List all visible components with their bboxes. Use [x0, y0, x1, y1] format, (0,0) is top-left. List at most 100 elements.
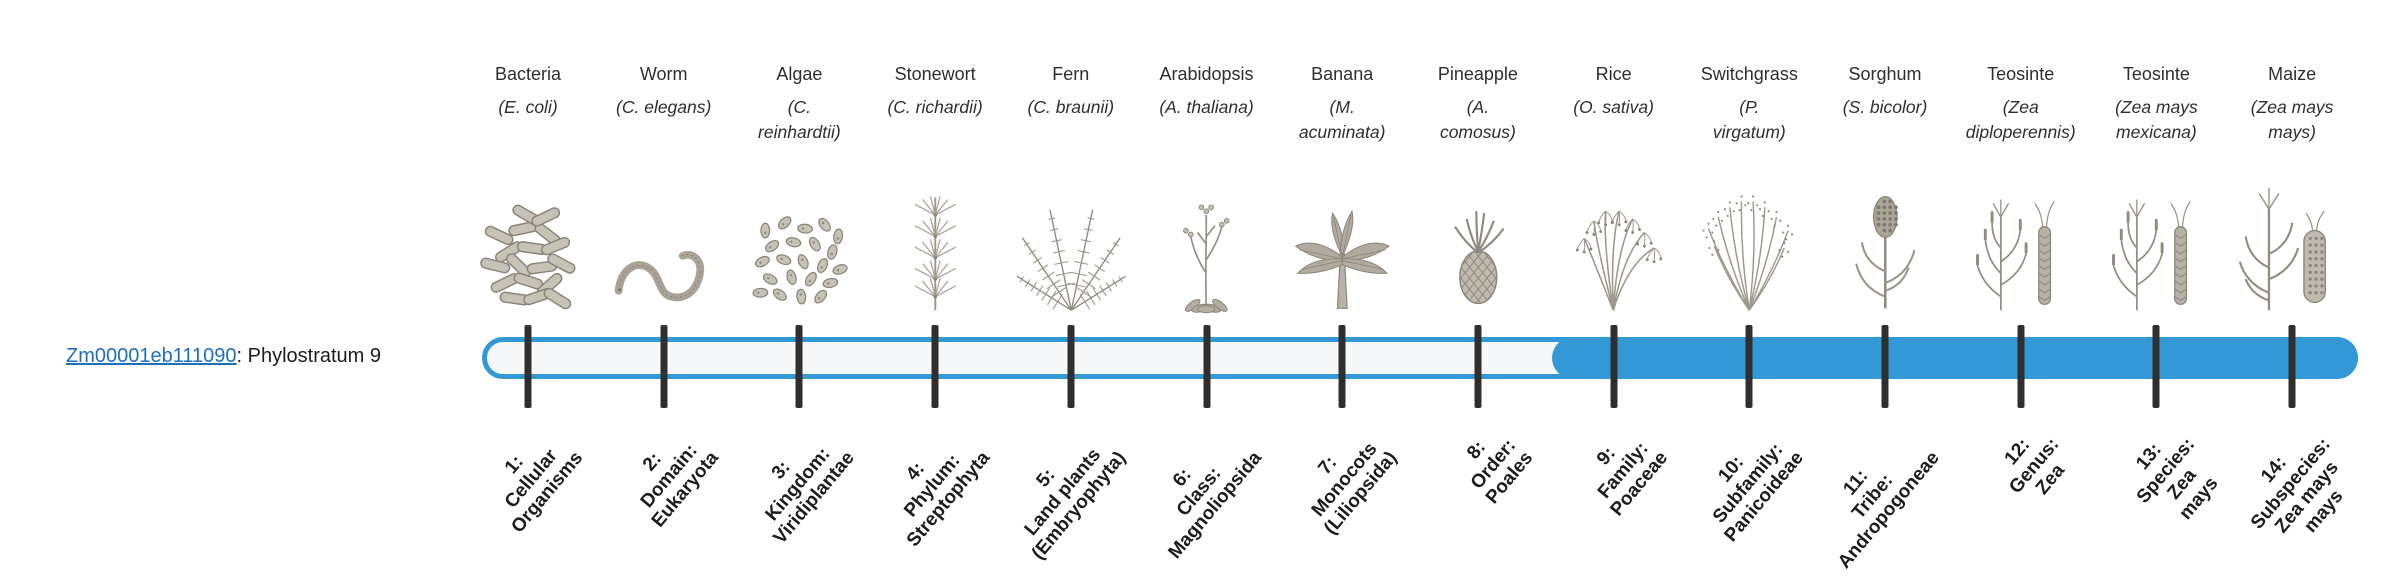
- organism-illustration: [1267, 176, 1417, 318]
- organism-common-name: Fern: [1052, 64, 1090, 84]
- timeline-bar-fill: [1552, 337, 2358, 379]
- stratum-label: 11: Tribe: Andropogoneae: [1801, 420, 1944, 573]
- stratum-label-line: Poaceae: [1606, 447, 1673, 521]
- stratum-label: 3: Kingdom: Viridiplantae: [736, 420, 859, 549]
- stratum-label-anchor: 12: Genus: Zea: [1771, 420, 2069, 499]
- stratum-label-anchor: 6: Class: Magnoliopsida: [957, 420, 1266, 563]
- organism-scientific-name: (A. thaliana): [1159, 97, 1254, 117]
- teosinte-icon: [1976, 199, 2056, 311]
- stratum-label-anchor: 4: Phylum: Streptophyta: [685, 420, 994, 551]
- stratum-label-line: 13:: [2132, 439, 2167, 474]
- stratum-label-anchor: 3: Kingdom: Viridiplantae: [549, 420, 859, 548]
- stratum-label-anchor: 8: Order: Poales: [1228, 420, 1537, 508]
- sorghum-icon: [1854, 195, 1916, 309]
- organism-column: Switchgrass (P. virgatum): [1674, 0, 1824, 320]
- organism-column: Banana (M. acuminata): [1267, 0, 1417, 320]
- stratum-label: 10: Subfamily: Panicoideae: [1688, 420, 1809, 546]
- tick-mark: [931, 325, 939, 408]
- stratum-label-line: Viridiplantae: [769, 447, 859, 549]
- stratum-label-line: Eukaryota: [647, 447, 723, 532]
- tick-mark: [1338, 325, 1346, 408]
- organism-illustration: [996, 176, 1146, 318]
- organism-column: Arabidopsis (A. thaliana): [1132, 0, 1282, 320]
- organism-scientific-name: (C. richardii): [887, 97, 983, 117]
- stratum-label-line: Order:: [1466, 435, 1520, 494]
- organism-common-name: Teosinte: [1987, 64, 2055, 84]
- stratum-label-anchor: 14: Subspecies: Zea mays mays: [2042, 420, 2348, 537]
- organism-column: Worm (C. elegans): [589, 0, 739, 320]
- stratum-label-line: Andropogoneae: [1834, 447, 1945, 573]
- organism-scientific-name: (C. elegans): [616, 97, 712, 117]
- stratum-label-line: 14:: [2257, 452, 2292, 487]
- organism-common-name: Arabidopsis: [1159, 64, 1254, 84]
- tick-mark: [1881, 325, 1889, 408]
- stratum-label: 12: Genus: Zea: [1989, 420, 2080, 512]
- stratum-label-line: 8:: [1462, 436, 1490, 464]
- tick-mark: [1745, 325, 1753, 408]
- stratum-label-line: 3:: [767, 457, 795, 484]
- stratum-label-line: 2:: [638, 448, 666, 476]
- organism-illustration: [1674, 176, 1824, 318]
- stratum-label-line: Subspecies:: [2246, 433, 2335, 534]
- organism-scientific-name: (S. bicolor): [1842, 97, 1928, 117]
- organism-illustration: [2217, 176, 2367, 318]
- stratum-label-line: Zea: [2032, 460, 2070, 499]
- tick-mark: [1610, 325, 1618, 408]
- organism-common-name: Teosinte: [2122, 64, 2190, 84]
- maize-icon: [2238, 187, 2326, 311]
- organism-column: Maize (Zea mays mays): [2217, 0, 2367, 320]
- stratum-label-anchor: 5: Land plants (Embryophyta): [821, 420, 1130, 564]
- organism-scientific-name: (O. sativa): [1573, 97, 1654, 117]
- stratum-label: 14: Subspecies: Zea mays mays: [2230, 420, 2368, 561]
- stratum-label: 7: Monocots (Liliopsida): [1287, 420, 1402, 539]
- stratum-label-line: Subfamily:: [1708, 439, 1788, 527]
- organism-illustration: [1810, 176, 1960, 318]
- organism-illustration: [724, 176, 874, 318]
- arabidopsis-icon: [1183, 204, 1230, 314]
- organism-common-name: Pineapple: [1437, 64, 1518, 84]
- tick-mark: [2288, 325, 2296, 408]
- organism-column: Teosinte (Zea diploperennis): [1946, 0, 2096, 320]
- organism-scientific-name: (C. braunii): [1027, 97, 1115, 117]
- stratum-label-anchor: 10: Subfamily: Panicoideae: [1499, 420, 1808, 546]
- organism-common-name: Rice: [1595, 64, 1632, 84]
- organism-common-name: Worm: [639, 64, 688, 84]
- stratum-label-line: mays: [2175, 472, 2223, 524]
- stratum-label: 13: Species: Zea mays: [2116, 420, 2232, 535]
- gene-label: Zm00001eb111090: Phylostratum 9: [66, 345, 381, 368]
- organism-scientific-name: (A. comosus): [1439, 97, 1516, 142]
- stratum-label-line: (Liliopsida): [1319, 447, 1402, 539]
- organism-illustration: [453, 176, 603, 318]
- banana-icon: [1294, 209, 1390, 309]
- gene-link[interactable]: Zm00001eb111090: [66, 345, 237, 367]
- organism-scientific-name: (M. acuminata): [1298, 97, 1386, 142]
- stratum-label-anchor: 2: Domain: Eukaryota: [414, 420, 723, 532]
- tick-mark: [1474, 325, 1482, 408]
- stratum-label-line: Magnoliopsida: [1163, 447, 1266, 564]
- organism-column: Stonewort (C. richardii): [860, 0, 1010, 320]
- stratum-label-anchor: 7: Monocots (Liliopsida): [1092, 420, 1401, 538]
- stratum-label-line: Tribe:: [1848, 469, 1898, 523]
- organism-scientific-name: (Zea mays mexicana): [2115, 97, 2198, 142]
- rice-icon: [1576, 210, 1663, 311]
- organism-column: Fern (C. braunii): [996, 0, 1146, 320]
- stratum-label-line: Organisms: [507, 447, 588, 538]
- organism-scientific-name: (Zea diploperennis): [1965, 97, 2076, 142]
- stratum-label-line: Species:: [2132, 433, 2199, 508]
- stratum-label-line: 11:: [1839, 465, 1873, 500]
- stratum-label: 9: Family: Poaceae: [1574, 420, 1673, 521]
- organism-common-name: Banana: [1311, 64, 1374, 84]
- tick-mark: [795, 325, 803, 408]
- organism-illustration: [1132, 176, 1282, 318]
- stratum-label-line: 10:: [1714, 451, 1749, 487]
- teosinte-icon: [2112, 199, 2191, 311]
- stratum-label-anchor: 9: Family: Poaceae: [1364, 420, 1672, 520]
- timeline-bar: [482, 337, 2358, 379]
- tick-mark: [2017, 325, 2025, 408]
- stratum-label-anchor: 13: Species: Zea mays: [1906, 420, 2222, 524]
- stratum-label-line: Domain:: [636, 439, 702, 512]
- tick-mark: [660, 325, 668, 408]
- organism-common-name: Switchgrass: [1700, 64, 1798, 84]
- organism-column: Teosinte (Zea mays mexicana): [2081, 0, 2231, 320]
